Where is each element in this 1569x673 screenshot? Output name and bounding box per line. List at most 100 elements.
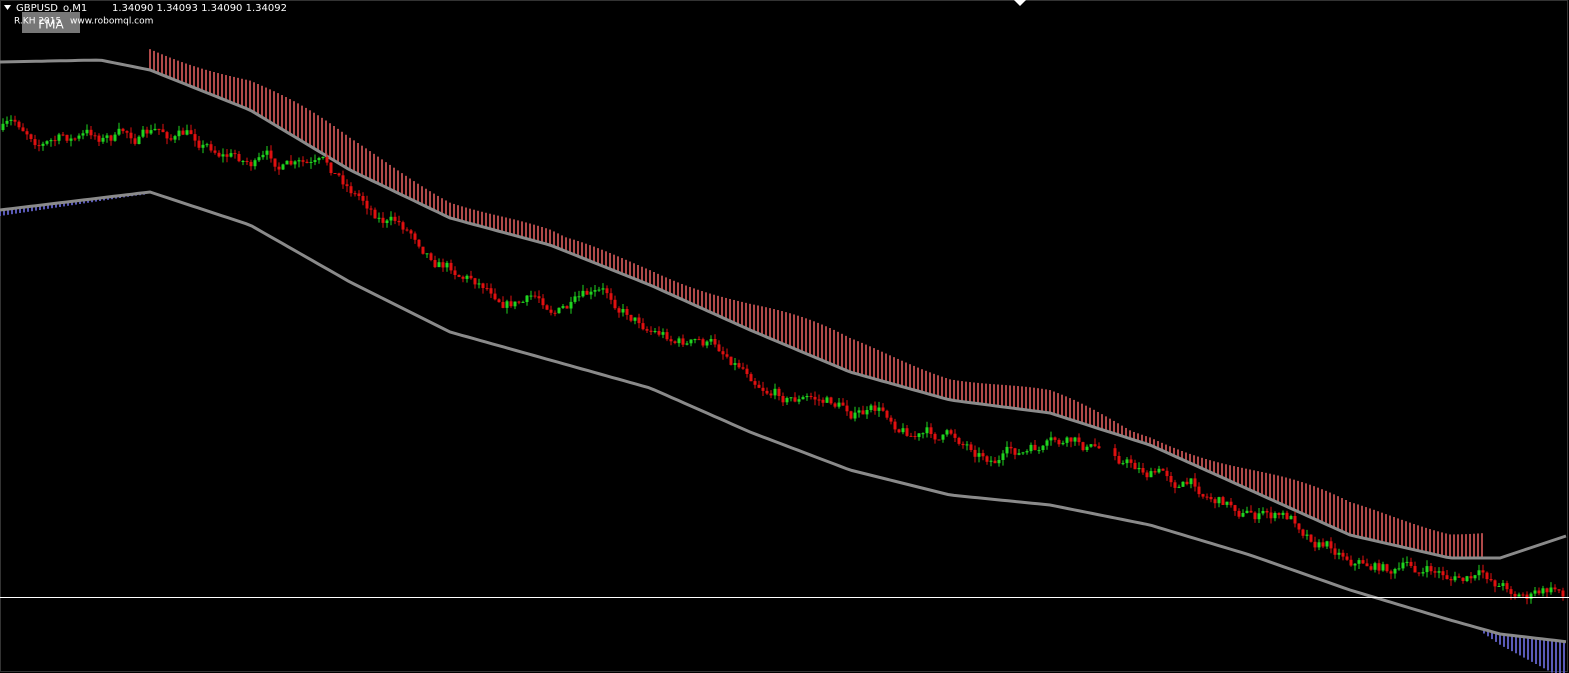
candle-body [1233, 505, 1237, 511]
candle-body [1129, 459, 1133, 463]
candle-body [237, 154, 241, 162]
candle-body [1293, 516, 1297, 524]
candle-body [477, 283, 481, 285]
candle-body [1493, 580, 1497, 587]
candle-body [529, 295, 533, 297]
candle-body [141, 129, 145, 137]
candle-body [509, 301, 513, 307]
candle-body [305, 161, 309, 163]
candle-body [621, 309, 625, 313]
candle-body [1545, 588, 1549, 593]
candle-body [1305, 534, 1309, 536]
candle-body [1469, 576, 1473, 579]
candle-body [1085, 446, 1089, 450]
candles-layer [1, 115, 1565, 605]
candle-body [1369, 566, 1373, 570]
candle-body [1409, 561, 1413, 566]
candle-body [677, 338, 681, 344]
candle-body [993, 460, 997, 464]
candle-body [1237, 510, 1241, 517]
candle-body [1133, 462, 1137, 470]
candle-body [1397, 568, 1401, 570]
candle-body [1093, 444, 1097, 447]
candle-body [513, 301, 517, 307]
candle-body [841, 402, 845, 406]
candle-body [1513, 593, 1517, 597]
candle-body [985, 456, 989, 462]
candle-body [829, 397, 833, 404]
candle-body [845, 405, 849, 412]
candle-body [137, 136, 141, 144]
candle-body [681, 338, 685, 345]
candle-body [249, 161, 253, 167]
candle-body [965, 444, 969, 446]
candle-body [1313, 541, 1317, 548]
candle-body [1413, 566, 1417, 573]
candle-body [1489, 579, 1493, 581]
candle-body [1, 123, 5, 130]
candle-body [713, 339, 717, 345]
candle-body [173, 136, 177, 140]
candle-body [917, 433, 921, 437]
candle-body [1009, 446, 1013, 449]
candle-body [29, 134, 33, 139]
candle-body [833, 403, 837, 407]
candle-body [897, 429, 901, 433]
candle-body [1189, 478, 1193, 485]
candle-body [1273, 513, 1277, 519]
candle-body [909, 435, 913, 437]
candle-body [277, 166, 281, 170]
candle-body [149, 130, 153, 134]
candle-body [153, 128, 157, 131]
collapse-arrow[interactable] [4, 5, 11, 10]
candle-body [1549, 587, 1553, 593]
candle-body [49, 140, 53, 142]
candle-body [1309, 534, 1313, 542]
candle-body [1041, 445, 1045, 450]
candle-body [321, 156, 325, 158]
candle-body [1477, 570, 1481, 576]
candle-body [797, 399, 801, 402]
candle-body [1553, 587, 1557, 590]
candle-body [117, 128, 121, 135]
candle-body [893, 421, 897, 430]
candle-body [377, 217, 381, 219]
candle-body [941, 434, 945, 440]
candle-body [233, 153, 237, 155]
candle-body [545, 305, 549, 310]
candle-body [601, 288, 605, 290]
candle-body [1417, 572, 1421, 574]
fma-button-label[interactable]: FMA [38, 18, 64, 32]
candle-body [97, 135, 101, 142]
candle-body [505, 301, 509, 308]
candle-body [1353, 563, 1357, 566]
candle-body [537, 296, 541, 299]
candle-body [705, 341, 709, 346]
candle-body [1321, 542, 1325, 547]
candle-body [1329, 541, 1333, 549]
candle-body [385, 220, 389, 223]
candle-body [453, 270, 457, 275]
candle-body [969, 444, 973, 450]
candle-body [109, 135, 113, 141]
candle-body [361, 196, 365, 201]
fma-button[interactable] [22, 12, 80, 33]
candle-body [557, 307, 561, 314]
candle-body [825, 397, 829, 403]
candle-body [549, 309, 553, 313]
candle-body [885, 410, 889, 418]
candle-body [737, 363, 741, 368]
candle-body [853, 412, 857, 419]
candle-body [469, 275, 473, 279]
candle-body [413, 233, 417, 240]
candle-body [13, 119, 17, 122]
candle-body [837, 402, 841, 407]
candle-body [525, 295, 529, 302]
candle-body [229, 153, 233, 157]
candle-body [501, 302, 505, 308]
candle-body [1349, 559, 1353, 566]
candle-body [709, 339, 713, 342]
candle-body [1269, 512, 1273, 519]
candle-body [1481, 570, 1485, 573]
